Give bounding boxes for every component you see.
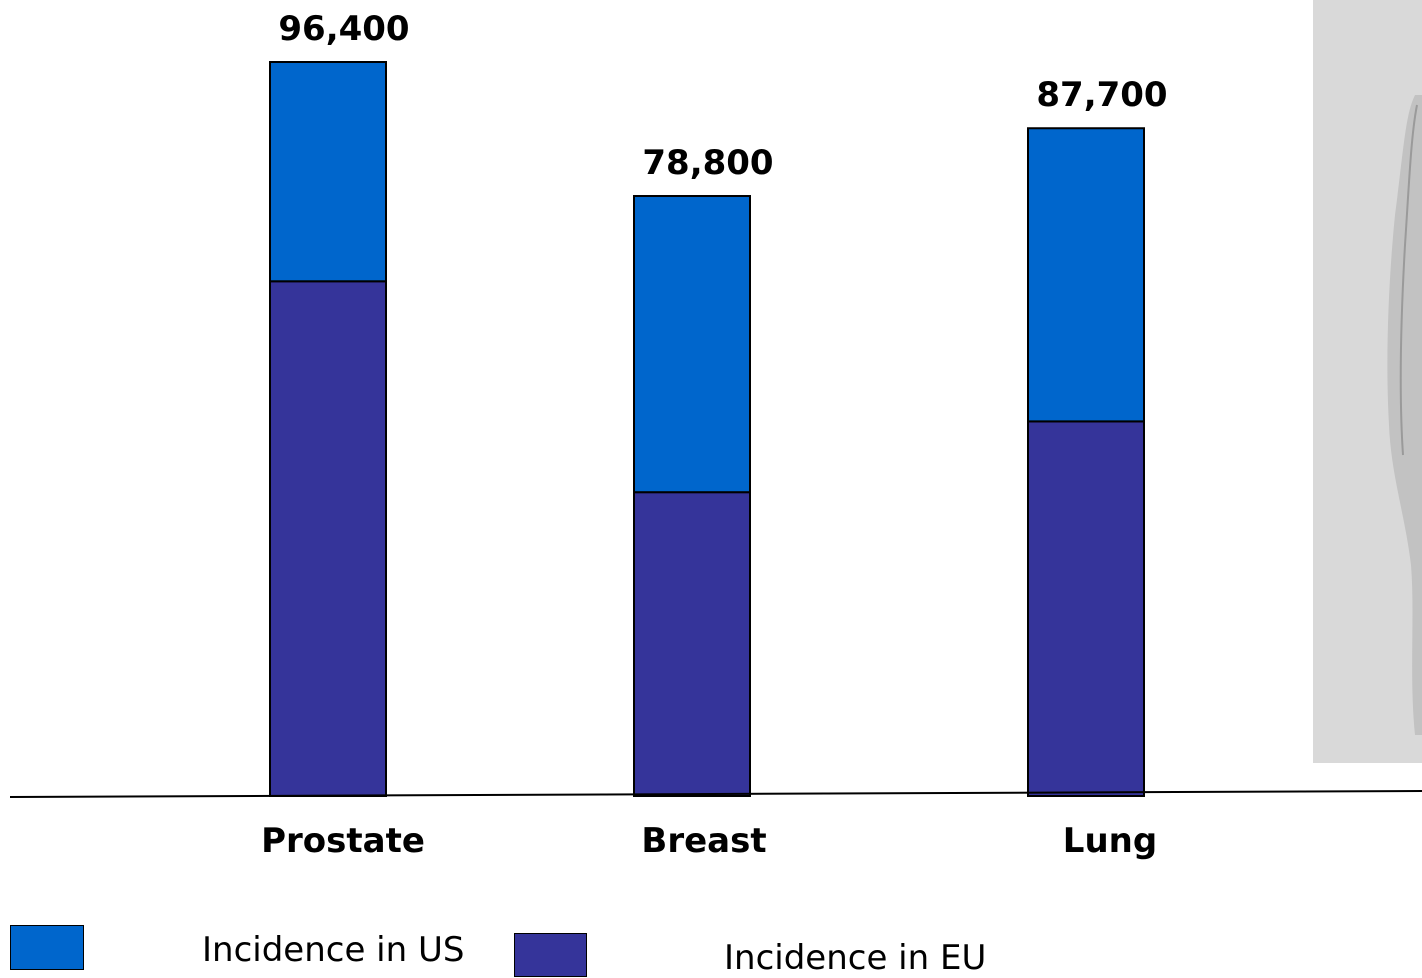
legend-label-eu: Incidence in EU bbox=[724, 938, 987, 978]
statue-photo-fragment bbox=[1387, 95, 1422, 735]
bar-breast-eu bbox=[633, 491, 751, 797]
category-label-prostate: Prostate bbox=[261, 821, 425, 861]
labels-group: 96,400 Prostate 78,800 Breast 87,700 Lung bbox=[261, 9, 1168, 861]
x-axis-line bbox=[9, 790, 1422, 798]
total-label-prostate: 96,400 bbox=[278, 9, 409, 49]
total-label-lung: 87,700 bbox=[1036, 75, 1167, 115]
category-label-breast: Breast bbox=[641, 821, 766, 861]
bar-prostate-eu bbox=[269, 280, 387, 797]
bar-lung-eu bbox=[1027, 420, 1145, 797]
bars-group bbox=[269, 61, 1145, 797]
bar-breast-us bbox=[633, 195, 751, 494]
legend-swatch-us bbox=[10, 925, 84, 970]
legend-swatch-eu bbox=[514, 933, 587, 977]
bar-lung-us bbox=[1027, 127, 1145, 423]
category-label-lung: Lung bbox=[1063, 821, 1157, 861]
legend-label-us: Incidence in US bbox=[202, 930, 465, 970]
total-label-breast: 78,800 bbox=[642, 143, 773, 183]
bar-prostate-us bbox=[269, 61, 387, 283]
